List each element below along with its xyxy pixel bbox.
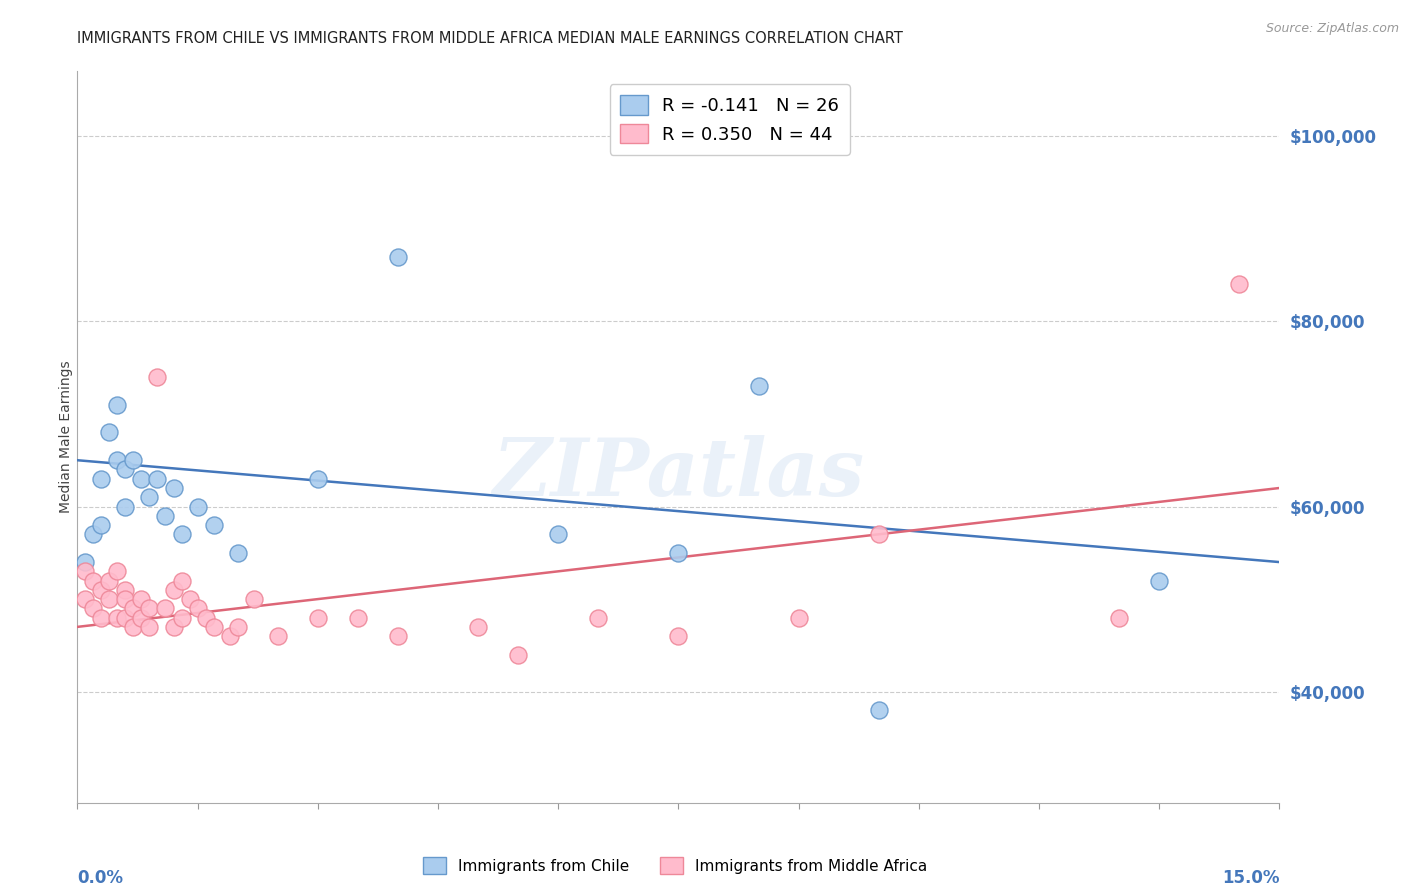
Point (114, 582, 136, 597)
Point (82, 601, 104, 615)
Point (1229, 277, 1251, 292)
Point (122, 620, 145, 634)
Point (508, 648, 530, 662)
Point (146, 370, 169, 384)
Point (107, 453, 129, 467)
Point (82, 527, 104, 541)
Point (98, 425, 121, 440)
Point (82, 574, 104, 588)
Point (131, 610, 153, 624)
Point (787, 610, 810, 624)
Point (98, 574, 121, 588)
Point (90, 582, 112, 597)
Text: 15.0%: 15.0% (1222, 869, 1279, 887)
Point (114, 462, 136, 476)
Point (1108, 610, 1130, 624)
Point (107, 610, 129, 624)
Point (242, 592, 264, 607)
Point (90, 610, 112, 624)
Point (98, 592, 121, 607)
Point (387, 250, 409, 264)
Legend: Immigrants from Chile, Immigrants from Middle Africa: Immigrants from Chile, Immigrants from M… (416, 851, 934, 880)
Text: IMMIGRANTS FROM CHILE VS IMMIGRANTS FROM MIDDLE AFRICA MEDIAN MALE EARNINGS CORR: IMMIGRANTS FROM CHILE VS IMMIGRANTS FROM… (77, 31, 903, 46)
Point (75, 565, 97, 579)
Point (218, 629, 240, 643)
Point (1149, 574, 1171, 588)
Point (114, 592, 136, 607)
Point (122, 601, 145, 615)
Point (155, 601, 177, 615)
Point (307, 472, 329, 486)
Point (226, 620, 249, 634)
Point (347, 610, 370, 624)
Point (387, 629, 409, 643)
Point (162, 620, 184, 634)
Point (467, 620, 489, 634)
Point (202, 518, 225, 533)
Point (267, 629, 290, 643)
Point (202, 620, 225, 634)
Text: Source: ZipAtlas.com: Source: ZipAtlas.com (1265, 22, 1399, 36)
Point (170, 610, 193, 624)
Point (186, 500, 209, 514)
Point (131, 472, 153, 486)
Point (75, 592, 97, 607)
Point (138, 601, 160, 615)
Point (138, 620, 160, 634)
Y-axis label: Median Male Earnings: Median Male Earnings (59, 360, 73, 514)
Point (588, 610, 610, 624)
Point (226, 546, 249, 560)
Point (170, 574, 193, 588)
Point (547, 527, 569, 541)
Point (90, 518, 112, 533)
Point (122, 453, 145, 467)
Point (107, 398, 129, 412)
Legend: R = -0.141   N = 26, R = 0.350   N = 44: R = -0.141 N = 26, R = 0.350 N = 44 (610, 84, 849, 154)
Point (194, 610, 217, 624)
Point (179, 592, 201, 607)
Point (114, 610, 136, 624)
Point (138, 490, 160, 504)
Point (107, 565, 129, 579)
Point (668, 629, 690, 643)
Point (162, 582, 184, 597)
Point (170, 527, 193, 541)
Point (868, 703, 890, 717)
Point (90, 472, 112, 486)
Point (868, 527, 890, 541)
Point (131, 592, 153, 607)
Text: ZIPatlas: ZIPatlas (492, 435, 865, 512)
Point (162, 481, 184, 495)
Point (307, 610, 329, 624)
Point (668, 546, 690, 560)
Point (75, 555, 97, 569)
Point (186, 601, 209, 615)
Point (146, 472, 169, 486)
Point (155, 508, 177, 523)
Point (748, 379, 770, 393)
Text: 0.0%: 0.0% (77, 869, 124, 887)
Point (114, 500, 136, 514)
